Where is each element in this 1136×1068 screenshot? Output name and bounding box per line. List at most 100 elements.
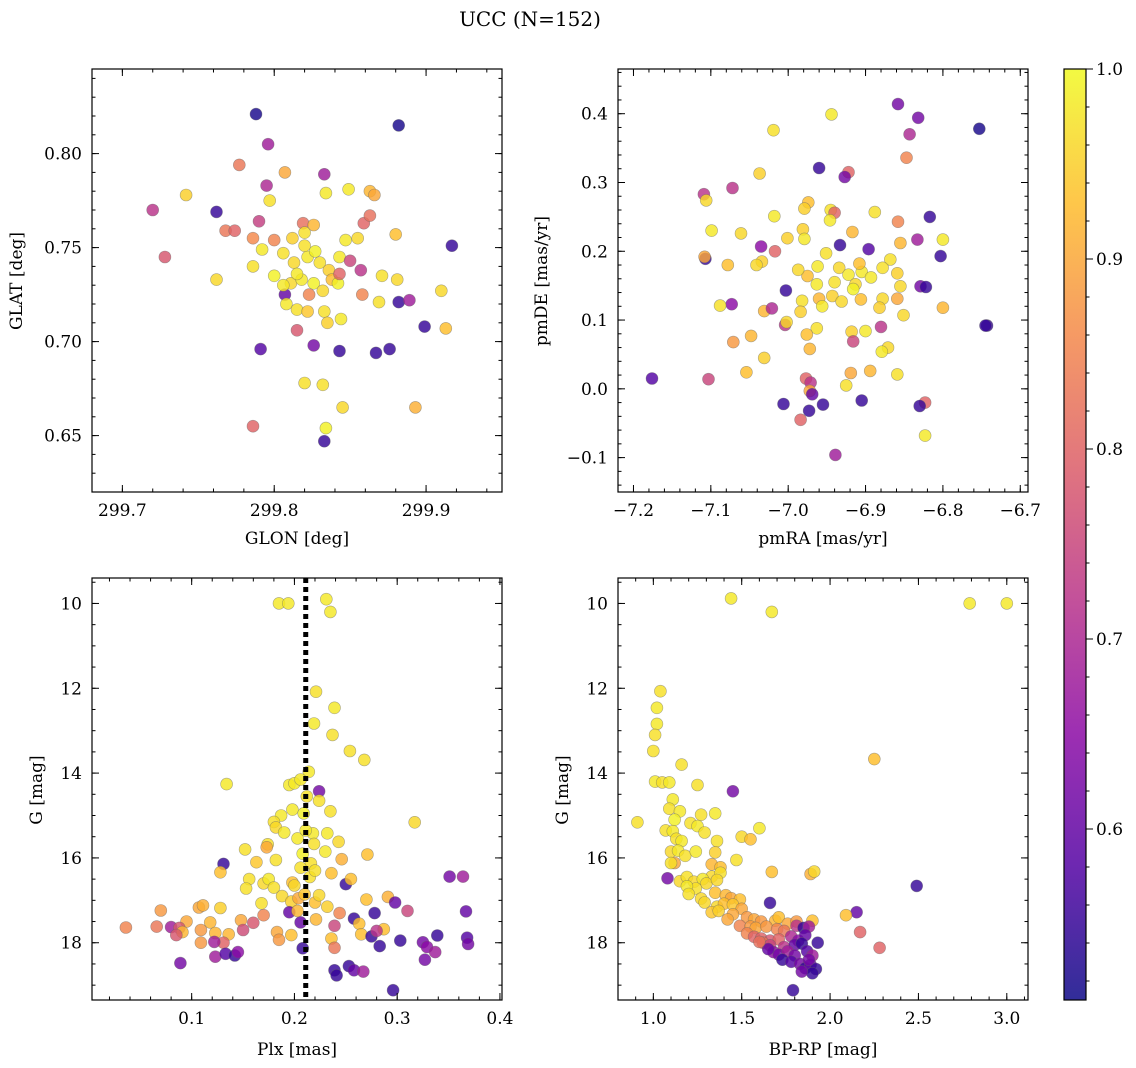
data-point [803,342,817,356]
data-point [702,372,715,386]
data-point [316,378,330,392]
data-point [825,108,838,121]
data-point [434,284,448,298]
data-point [363,209,377,222]
data-point [361,848,374,861]
data-point [662,776,676,789]
data-point [979,319,992,332]
data-point [777,397,790,411]
data-point [210,205,223,219]
data-point [302,288,316,301]
data-point [708,807,722,820]
data-point [650,701,664,715]
data-point [763,896,777,910]
data-point [325,866,338,880]
data-point [698,826,711,839]
data-point [372,295,386,309]
data-point [278,166,292,179]
data-point [662,802,676,816]
plot-frame [91,68,503,493]
data-point [277,826,291,839]
x-tick-label: −7.1 [690,501,731,521]
data-point [214,865,227,879]
x-tick-label: 2.0 [817,1009,844,1029]
data-point [430,929,444,942]
scatter-plot-pmra-pmde: −7.2 −7.1 −7.0 −6.9 −6.8 −6.7 −0.1 0.0 0.1 0.2 0.3… [567,68,1041,521]
data-point [333,906,346,920]
data-point [174,956,187,970]
data-point [875,345,889,359]
data-point [765,605,779,619]
data-point [911,111,925,125]
data-point [780,315,793,329]
data-point [286,231,299,245]
data-point [936,301,950,315]
data-point [390,273,404,286]
data-point [351,231,365,245]
data-point [288,879,301,892]
y-tick-label: 10 [586,594,608,614]
data-point [815,299,829,313]
data-point [846,335,860,348]
data-point [208,935,221,949]
data-point [246,419,260,433]
y-tick-label: 14 [586,764,608,784]
data-point [333,250,346,264]
scatter-plot-plx-g: 0.1 0.2 0.3 0.4 10 12 14 16 18 [60,577,513,1029]
x-tick-label: 0.3 [384,1009,411,1029]
data-point [319,186,333,200]
ylabel-g-left: G [mag] [27,755,47,824]
plot-frame [91,577,503,1001]
data-point [267,269,281,283]
data-point [392,295,406,309]
data-point [699,194,713,207]
data-point [210,273,223,286]
data-point [807,865,821,878]
data-point [317,305,331,318]
data-point [765,302,779,315]
data-point [698,896,711,909]
data-point [832,261,846,275]
data-point [333,267,346,281]
data-point [650,717,664,731]
data-point [307,837,321,851]
data-point [368,906,381,920]
x-tick-label: 1.0 [640,1009,667,1029]
data-point [828,275,841,289]
data-point [443,870,456,883]
data-point [864,271,878,284]
x-tick-label: 299.8 [250,501,299,521]
data-point [910,879,924,893]
data-point [461,937,475,951]
data-point [456,870,470,883]
data-point [307,717,321,730]
tick-marks [92,578,502,1000]
data-point [267,233,281,247]
data-point [810,321,824,335]
data-point [767,123,780,137]
data-point [275,889,289,903]
data-point [386,983,400,997]
data-point [794,305,807,319]
data-point [309,913,323,926]
data-point [753,935,766,949]
y-tick-label: 0.1 [581,311,608,331]
data-point [794,413,807,427]
data-point [339,233,352,247]
y-tick-label: 12 [60,679,82,699]
data-point [802,404,816,418]
data-point [357,753,371,767]
data-point [319,421,333,435]
scatter-plot-bprp-g: 1.0 1.5 2.0 2.5 3.0 10 12 14 16 18 [586,577,1029,1029]
data-point [403,293,416,307]
data-point [307,276,321,290]
data-point [231,945,245,959]
data-point [428,945,442,959]
colorbar-tick-label: 1.0 [1096,60,1123,80]
data-point [316,284,330,298]
data-point [291,904,304,918]
y-tick-label: 0.70 [44,333,82,353]
data-point [753,821,766,835]
data-point [835,295,848,308]
